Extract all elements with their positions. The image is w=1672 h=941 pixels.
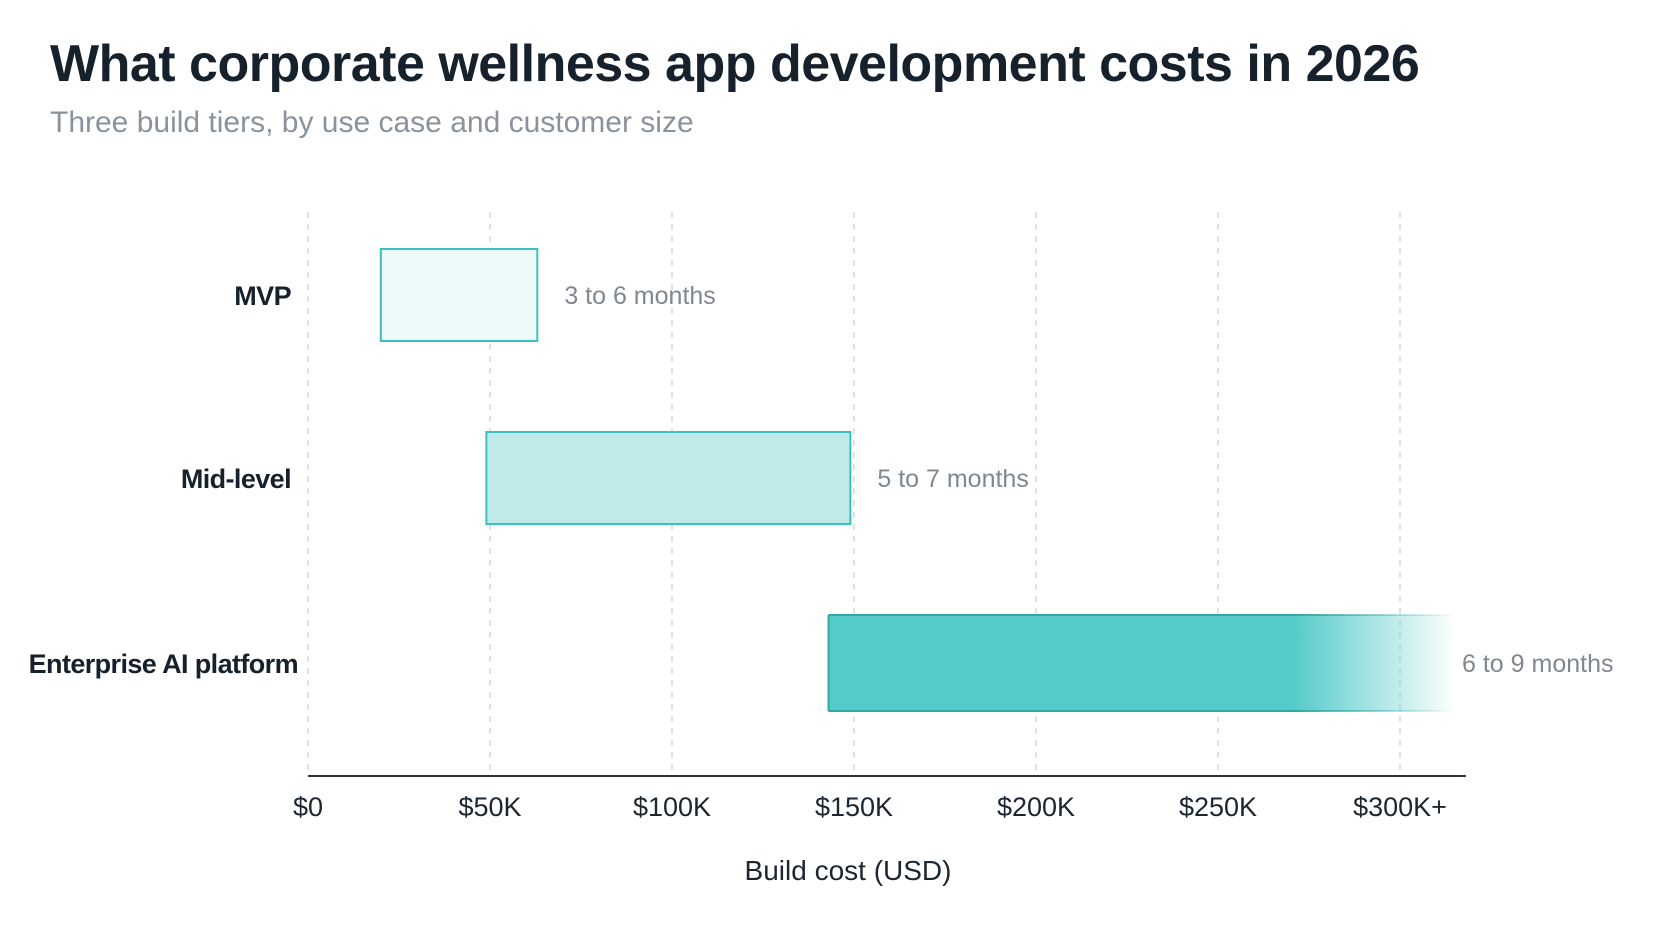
category-label: Mid-level <box>181 464 291 494</box>
range-bar <box>379 248 539 342</box>
x-tick-label: $50K <box>458 792 521 822</box>
duration-label: 5 to 7 months <box>877 465 1028 493</box>
bar-labels: MVP 3 to 6 months Mid-level 5 to 7 months En… <box>29 281 1614 679</box>
x-axis: $0 $50K $100K $150K $200K $250K $300K+ <box>293 775 1466 822</box>
x-tick-label: $300K+ <box>1353 792 1447 822</box>
x-tick-label: $200K <box>997 792 1075 822</box>
duration-label: 3 to 6 months <box>564 282 715 310</box>
x-tick-label: $150K <box>815 792 893 822</box>
range-bars <box>379 248 1456 712</box>
category-label: MVP <box>234 281 291 311</box>
category-label: Enterprise AI platform <box>29 649 298 679</box>
x-tick-label: $250K <box>1179 792 1257 822</box>
duration-label: 6 to 9 months <box>1462 650 1613 678</box>
range-bar-outline <box>827 614 1456 712</box>
range-bar <box>485 431 852 525</box>
x-tick-label: $100K <box>633 792 711 822</box>
chart-title: What corporate wellness app development … <box>50 35 1420 93</box>
chart-subtitle: Three build tiers, by use case and custo… <box>50 106 694 139</box>
x-tick-label: $0 <box>293 792 323 822</box>
range-bar <box>828 615 1456 711</box>
x-axis-title: Build cost (USD) <box>745 855 952 886</box>
